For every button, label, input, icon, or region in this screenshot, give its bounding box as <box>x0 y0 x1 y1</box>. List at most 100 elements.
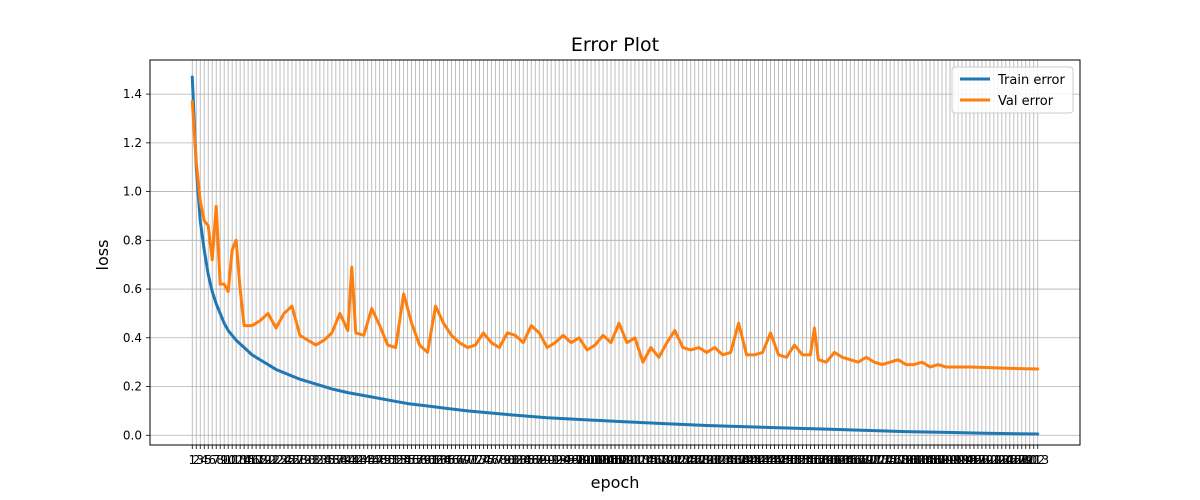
x-tick-label: 173 <box>867 453 890 467</box>
x-tick-label: 5 <box>204 453 212 467</box>
x-axis-ticks: 1234567891011121314151617181920212223242… <box>188 445 1049 467</box>
x-tick-label: 45 <box>360 453 375 467</box>
x-tick-label: 12 <box>229 453 244 467</box>
grid <box>150 60 1080 445</box>
x-tick-label: 94 <box>556 453 571 467</box>
x-tick-label: 112 <box>623 453 646 467</box>
x-tick-label: 132 <box>703 453 726 467</box>
x-tick-label: 81 <box>504 453 519 467</box>
x-tick-label: 27 <box>288 453 303 467</box>
x-tick-label: 121 <box>659 453 682 467</box>
x-tick-label: 163 <box>827 453 850 467</box>
x-tick-label: 92 <box>548 453 563 467</box>
x-tick-label: 16 <box>244 453 259 467</box>
x-tick-label: 13 <box>232 453 247 467</box>
x-tick-label: 104 <box>592 453 615 467</box>
x-tick-label: 194 <box>951 453 974 467</box>
y-tick-label: 0.2 <box>123 380 142 394</box>
x-tick-label: 76 <box>484 453 499 467</box>
x-tick-label: 84 <box>516 453 531 467</box>
x-tick-label: 102 <box>584 453 607 467</box>
x-tick-label: 42 <box>348 453 363 467</box>
x-tick-label: 189 <box>931 453 954 467</box>
x-tick-label: 88 <box>532 453 547 467</box>
x-tick-label: 90 <box>540 453 555 467</box>
x-tick-label: 139 <box>731 453 754 467</box>
x-tick-label: 120 <box>655 453 678 467</box>
x-tick-label: 56 <box>404 453 419 467</box>
x-tick-label: 9 <box>220 453 228 467</box>
x-tick-label: 174 <box>871 453 894 467</box>
x-tick-label: 123 <box>667 453 690 467</box>
x-tick-label: 186 <box>919 453 942 467</box>
x-tick-label: 148 <box>767 453 790 467</box>
x-tick-label: 77 <box>488 453 503 467</box>
x-tick-label: 44 <box>356 453 371 467</box>
x-tick-label: 183 <box>907 453 930 467</box>
x-tick-label: 129 <box>691 453 714 467</box>
x-tick-label: 115 <box>635 453 658 467</box>
x-tick-label: 63 <box>432 453 447 467</box>
x-tick-label: 140 <box>735 453 758 467</box>
x-tick-label: 188 <box>927 453 950 467</box>
x-tick-label: 151 <box>779 453 802 467</box>
x-tick-label: 47 <box>368 453 383 467</box>
y-tick-label: 1.0 <box>123 185 142 199</box>
x-tick-label: 138 <box>727 453 750 467</box>
x-tick-label: 117 <box>643 453 666 467</box>
x-tick-label: 137 <box>723 453 746 467</box>
x-tick-label: 7 <box>212 453 220 467</box>
legend-label: Train error <box>997 73 1065 88</box>
x-tick-label: 61 <box>424 453 439 467</box>
x-tick-label: 178 <box>887 453 910 467</box>
x-tick-label: 85 <box>520 453 535 467</box>
x-tick-label: 114 <box>631 453 654 467</box>
x-tick-label: 196 <box>958 453 981 467</box>
x-tick-label: 101 <box>580 453 603 467</box>
x-tick-label: 11 <box>225 453 240 467</box>
x-tick-label: 4 <box>200 453 208 467</box>
x-tick-label: 10 <box>221 453 236 467</box>
x-tick-label: 103 <box>588 453 611 467</box>
x-tick-label: 68 <box>452 453 467 467</box>
x-tick-label: 211 <box>1018 453 1041 467</box>
x-tick-label: 60 <box>420 453 435 467</box>
x-tick-label: 96 <box>563 453 578 467</box>
x-tick-label: 54 <box>396 453 411 467</box>
x-tick-label: 130 <box>695 453 718 467</box>
series-line-0 <box>190 75 1040 436</box>
x-tick-label: 87 <box>528 453 543 467</box>
x-tick-label: 133 <box>707 453 730 467</box>
x-tick-label: 18 <box>252 453 267 467</box>
x-tick-label: 58 <box>412 453 427 467</box>
x-tick-label: 187 <box>923 453 946 467</box>
x-tick-label: 15 <box>240 453 255 467</box>
x-tick-label: 41 <box>344 453 359 467</box>
chart-title: Error Plot <box>571 34 659 56</box>
x-tick-label: 78 <box>492 453 507 467</box>
x-tick-label: 82 <box>508 453 523 467</box>
x-tick-label: 65 <box>440 453 455 467</box>
x-tick-label: 95 <box>560 453 575 467</box>
x-tick-label: 75 <box>480 453 495 467</box>
x-tick-label: 30 <box>300 453 315 467</box>
x-tick-label: 43 <box>352 453 367 467</box>
x-tick-label: 69 <box>456 453 471 467</box>
x-tick-label: 197 <box>962 453 985 467</box>
x-tick-label: 48 <box>372 453 387 467</box>
x-tick-label: 14 <box>236 453 251 467</box>
x-tick-label: 105 <box>596 453 619 467</box>
y-tick-label: 1.4 <box>123 87 142 101</box>
x-tick-label: 192 <box>943 453 966 467</box>
x-tick-label: 89 <box>536 453 551 467</box>
x-tick-label: 106 <box>600 453 623 467</box>
x-tick-label: 155 <box>795 453 818 467</box>
x-tick-label: 127 <box>683 453 706 467</box>
x-tick-label: 64 <box>436 453 451 467</box>
x-tick-label: 55 <box>400 453 415 467</box>
x-tick-label: 153 <box>787 453 810 467</box>
x-tick-label: 201 <box>978 453 1001 467</box>
x-tick-label: 3 <box>196 453 204 467</box>
x-tick-label: 20 <box>260 453 275 467</box>
x-tick-label: 124 <box>671 453 694 467</box>
